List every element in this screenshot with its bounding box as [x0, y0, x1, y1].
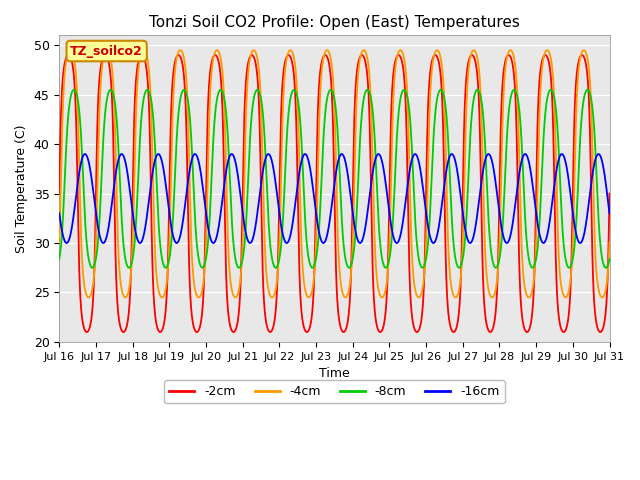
- Text: TZ_soilco2: TZ_soilco2: [70, 45, 143, 58]
- Y-axis label: Soil Temperature (C): Soil Temperature (C): [15, 124, 28, 253]
- X-axis label: Time: Time: [319, 367, 350, 380]
- Title: Tonzi Soil CO2 Profile: Open (East) Temperatures: Tonzi Soil CO2 Profile: Open (East) Temp…: [149, 15, 520, 30]
- Legend: -2cm, -4cm, -8cm, -16cm: -2cm, -4cm, -8cm, -16cm: [164, 380, 504, 403]
